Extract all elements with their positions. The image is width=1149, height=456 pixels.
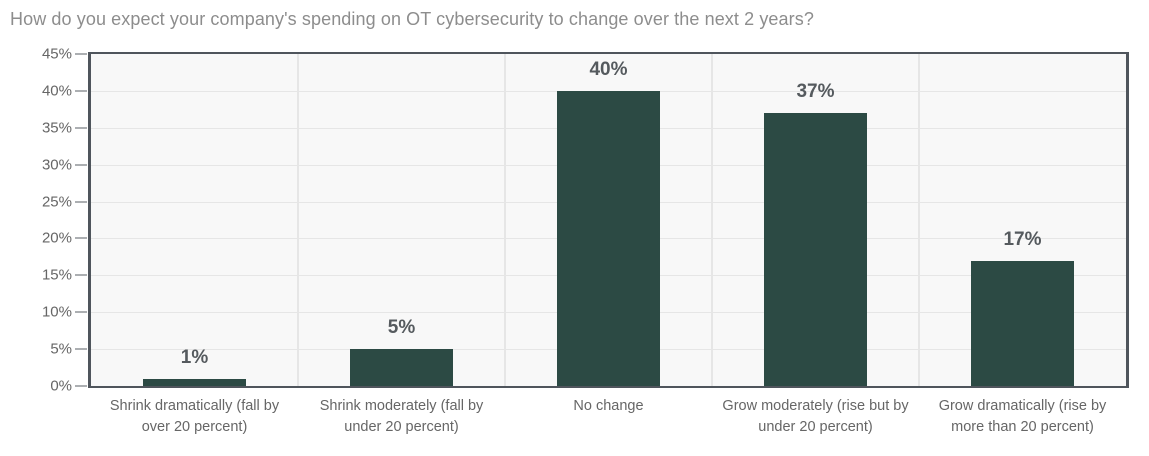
y-axis-tick-label: 30% — [41, 156, 72, 174]
y-axis-tick-label: 40% — [41, 82, 72, 100]
y-axis-tick-mark — [75, 201, 87, 203]
y-axis-tick-mark — [75, 348, 87, 350]
y-axis-tick-mark — [75, 127, 87, 129]
bar[interactable] — [350, 349, 453, 386]
gridline-vertical — [711, 54, 713, 386]
bar-value-label: 5% — [387, 317, 416, 339]
bar[interactable] — [143, 378, 246, 386]
y-axis-tick-mark — [75, 274, 87, 276]
bar-value-label: 17% — [1003, 228, 1042, 250]
x-axis: Shrink dramatically (fall by over 20 per… — [88, 396, 1129, 456]
y-axis-tick-label: 35% — [41, 119, 72, 137]
x-axis-category-label: No change — [573, 398, 644, 414]
gridline-vertical — [297, 54, 299, 386]
y-axis-tick-label: 20% — [41, 229, 72, 247]
plot-area: 1% 5% 40% 37% 17% — [88, 52, 1129, 388]
bar[interactable] — [764, 113, 867, 386]
y-axis-tick-mark — [75, 237, 87, 239]
y-axis: 0% 5% 10% 15% 20% 25% 30% 35% 40% 45% — [0, 45, 87, 395]
chart-title: How do you expect your company's spendin… — [10, 9, 814, 29]
y-axis-tick-label: 25% — [41, 193, 72, 211]
y-axis-tick-mark — [75, 311, 87, 313]
x-axis-category-label: Grow dramatically (rise by more than 20 … — [938, 398, 1107, 435]
y-axis-tick-label: 5% — [50, 340, 72, 358]
bar-value-label: 37% — [796, 81, 835, 103]
y-axis-tick-label: 0% — [50, 377, 72, 395]
bar[interactable] — [971, 260, 1074, 386]
y-axis-tick-label: 15% — [41, 266, 72, 284]
y-axis-tick-label: 45% — [41, 45, 72, 63]
bar-value-label: 40% — [589, 58, 628, 80]
y-axis-tick-mark — [75, 164, 87, 166]
y-axis-tick-mark — [75, 385, 87, 387]
gridline-vertical — [504, 54, 506, 386]
x-axis-category-label: Grow moderately (rise but by under 20 pe… — [722, 398, 909, 435]
y-axis-tick-mark — [75, 53, 87, 55]
y-axis-tick-mark — [75, 90, 87, 92]
gridline-vertical — [918, 54, 920, 386]
bar-value-label: 1% — [180, 346, 209, 368]
x-axis-category-label: Shrink dramatically (fall by over 20 per… — [109, 398, 280, 435]
bar[interactable] — [557, 90, 660, 386]
x-axis-category-label: Shrink moderately (fall by under 20 perc… — [319, 398, 484, 435]
y-axis-tick-label: 10% — [41, 303, 72, 321]
